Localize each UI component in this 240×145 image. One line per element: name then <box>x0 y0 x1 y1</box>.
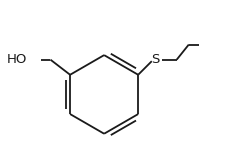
Text: S: S <box>151 53 160 66</box>
Text: HO: HO <box>7 53 27 66</box>
